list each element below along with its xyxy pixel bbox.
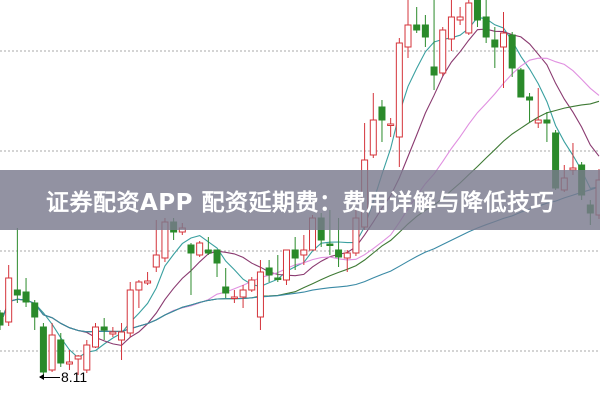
candle-down [204, 249, 212, 254]
low-marker-arrow-icon [39, 374, 60, 380]
candle-up [395, 42, 403, 138]
candle-up [387, 123, 395, 126]
candle-up [109, 331, 117, 335]
candle-up [456, 16, 464, 21]
candle-up [500, 32, 508, 48]
candle-down [213, 249, 221, 264]
ma5-line [0, 16, 600, 359]
candle-up [5, 277, 13, 323]
candle-down [291, 249, 299, 259]
candle-up [144, 280, 152, 284]
candle-up [118, 331, 126, 341]
candle-down [517, 69, 525, 98]
candle-down [13, 289, 21, 296]
banner-title: 证券配资APP 配资延期费：费用详解与降低技巧 [45, 190, 555, 216]
candle-down [421, 24, 429, 38]
candle-up [343, 252, 351, 259]
ma10-line [0, 28, 600, 346]
candle-down [491, 39, 499, 48]
candle-down [265, 267, 273, 276]
candle-down [39, 326, 47, 373]
candle-up [196, 242, 204, 256]
candle-down [274, 277, 282, 280]
candle-up [91, 326, 99, 348]
candle-down [0, 312, 4, 326]
candle-down [378, 106, 386, 121]
candle-up [152, 254, 160, 268]
candle-up [65, 361, 73, 365]
candle-down [222, 286, 230, 294]
candle-up [404, 24, 412, 48]
candle-up [256, 271, 264, 318]
candle-up [135, 281, 143, 291]
candle-down [22, 291, 30, 303]
candle-up [239, 289, 247, 298]
candle-down [430, 66, 438, 76]
candle-up [447, 16, 455, 40]
candle-up [439, 29, 447, 74]
candle-up [300, 249, 308, 256]
candle-down [482, 16, 490, 38]
candle-up [230, 296, 238, 299]
candle-down [543, 119, 551, 124]
candle-up [126, 289, 134, 334]
candle-up [83, 344, 91, 371]
candle-down [326, 243, 334, 246]
candle-down [508, 34, 516, 69]
candle-up [465, 2, 473, 34]
low-price-label: 8.11 [61, 369, 88, 385]
title-banner: 证券配资APP 配资延期费：费用详解与降低技巧 [0, 170, 600, 230]
candle-down [31, 302, 39, 318]
candle-down [413, 24, 421, 31]
candle-up [248, 279, 256, 291]
candle-up [369, 119, 377, 156]
candle-up [282, 249, 290, 281]
candle-up [74, 355, 82, 360]
candle-down [187, 244, 195, 254]
candle-down [473, 0, 481, 21]
candle-up [48, 334, 56, 371]
candle-down [57, 339, 65, 364]
candle-down [100, 326, 108, 331]
candle-down [335, 249, 343, 258]
candle-up [534, 119, 542, 124]
candle-down [526, 96, 534, 101]
